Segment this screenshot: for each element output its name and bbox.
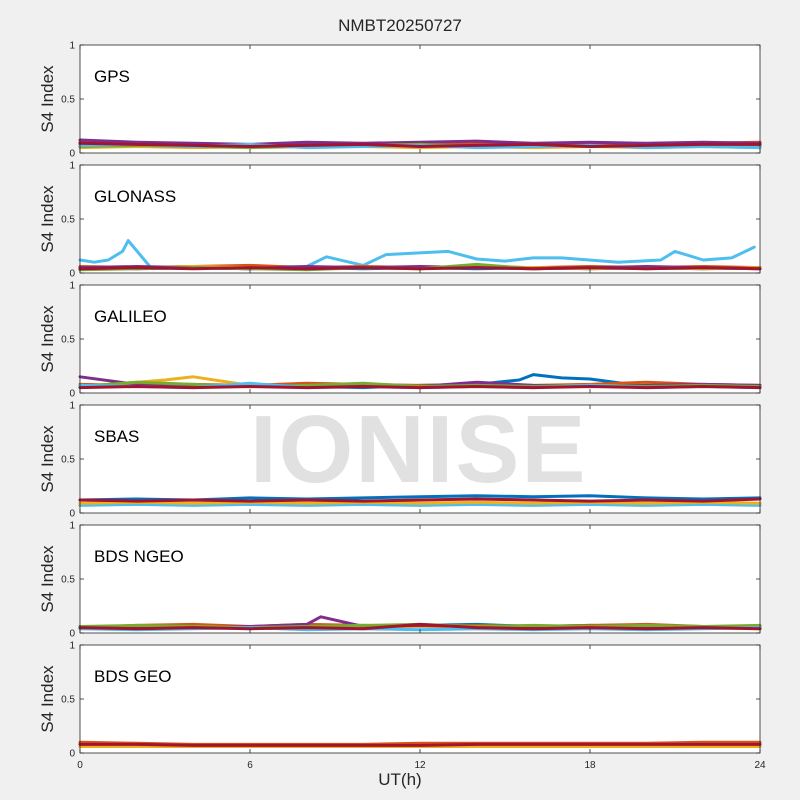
y-axis-label: S4 Index — [38, 305, 57, 373]
plot-area — [80, 645, 760, 753]
series-line-2 — [78, 502, 762, 507]
plot-area — [80, 405, 760, 513]
y-tick-label: 0 — [69, 749, 75, 760]
x-tick-label: 6 — [247, 760, 253, 771]
y-tick-label: 0 — [69, 149, 75, 160]
y-tick-label: 0.5 — [61, 695, 75, 706]
plot-area — [80, 165, 760, 273]
panel-label: GLONASS — [94, 187, 176, 206]
subplot-sbas: 0 0.5 1 S4 Index SBAS — [38, 401, 762, 520]
y-axis-label: S4 Index — [38, 425, 57, 493]
series-line-7 — [78, 141, 762, 148]
panel-label: BDS GEO — [94, 667, 171, 686]
chart-title: NMBT20250727 — [338, 16, 462, 35]
series-line-4 — [78, 138, 762, 146]
y-tick-label: 0 — [69, 269, 75, 280]
plot-area — [80, 45, 760, 153]
plot-area — [80, 525, 760, 633]
panel-label: GPS — [94, 67, 130, 86]
y-tick-label: 0.5 — [61, 95, 75, 106]
y-tick-label: 0 — [69, 389, 75, 400]
panel-label: BDS NGEO — [94, 547, 184, 566]
y-tick-label: 0 — [69, 509, 75, 520]
y-tick-label: 1 — [69, 521, 75, 532]
y-tick-label: 1 — [69, 41, 75, 52]
subplot-gps: 0 0.5 1 S4 Index GPS — [38, 41, 762, 160]
y-axis-label: S4 Index — [38, 545, 57, 613]
subplot-bds-geo: 0 0.5 1 0 6 12 18 24 S4 Index BDS GEO — [38, 641, 766, 772]
panel-label: SBAS — [94, 427, 139, 446]
y-tick-label: 0.5 — [61, 335, 75, 346]
x-tick-label: 0 — [77, 760, 83, 771]
x-tick-label: 24 — [754, 760, 766, 771]
series-line-7 — [78, 622, 762, 631]
subplot-glonass: 0 0.5 1 S4 Index GLONASS — [38, 161, 762, 280]
y-axis-label: S4 Index — [38, 665, 57, 733]
x-axis-label: UT(h) — [378, 770, 422, 789]
x-tick-label: 12 — [414, 760, 426, 771]
y-axis-label: S4 Index — [38, 185, 57, 253]
series-line-4 — [78, 497, 762, 503]
y-tick-label: 1 — [69, 161, 75, 172]
y-tick-label: 0.5 — [61, 575, 75, 586]
y-tick-label: 1 — [69, 281, 75, 292]
y-tick-label: 1 — [69, 401, 75, 412]
subplot-galileo: 0 0.5 1 S4 Index GALILEO — [38, 281, 762, 400]
panel-label: GALILEO — [94, 307, 167, 326]
series-line-7 — [78, 266, 762, 271]
plot-area — [80, 285, 760, 393]
series-line-3 — [78, 500, 762, 505]
y-axis-label: S4 Index — [38, 65, 57, 133]
y-tick-label: 0 — [69, 629, 75, 640]
subplot-bds-ngeo: 0 0.5 1 S4 Index BDS NGEO — [38, 521, 762, 640]
series-line-3 — [78, 742, 762, 747]
y-tick-label: 0.5 — [61, 455, 75, 466]
series-line-7 — [78, 385, 762, 390]
y-tick-label: 0.5 — [61, 215, 75, 226]
y-tick-label: 1 — [69, 641, 75, 652]
x-tick-label: 18 — [584, 760, 596, 771]
series-line-1 — [78, 239, 756, 270]
